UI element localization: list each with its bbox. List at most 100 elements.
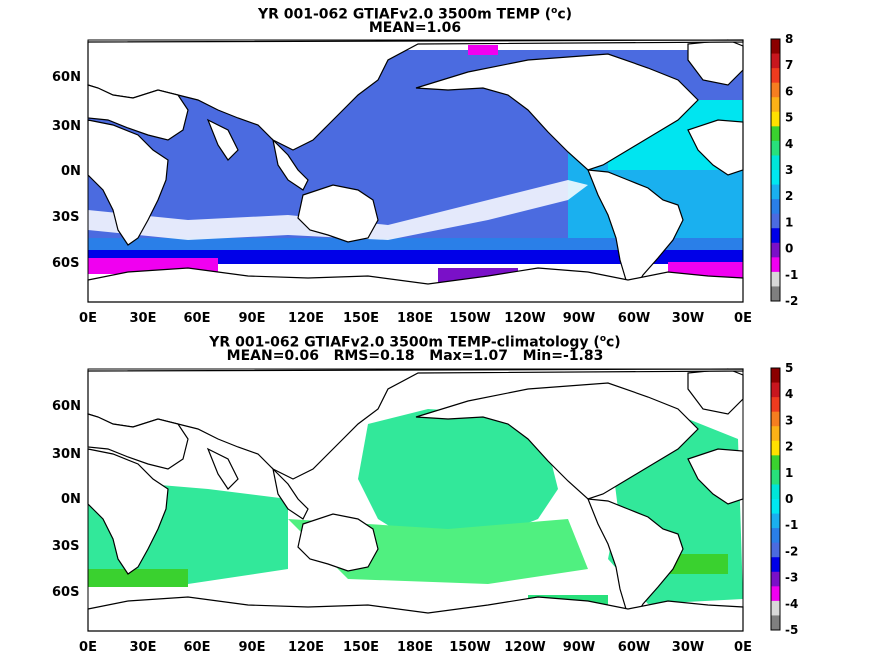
bottom-lon-label: 60W [618,640,650,655]
colorbar-tick-label: -2 [785,544,798,558]
top-arctic-pink [468,45,498,55]
bottom-lon-label: 90W [563,640,595,655]
colorbar-swatch [771,426,780,442]
colorbar-tick-label: 3 [785,413,793,427]
top-colorbar: 8 7 6 5 4 3 2 1 0 -1 -2 [770,32,798,308]
bottom-map [87,368,744,632]
bottom-map-frame [87,368,744,632]
bottom-lon-label: 0E [734,640,752,655]
top-lon-label: 90E [239,311,266,326]
colorbar-swatch [771,382,780,398]
top-lon-label: 0E [734,311,752,326]
top-lon-label: 60W [618,311,650,326]
colorbar-tick-label: 4 [785,387,793,401]
bottom-map-subtitle: MEAN=0.06 RMS=0.18 Max=1.07 Min=-1.83 [226,348,604,364]
bottom-colorbar: 5 4 3 2 1 0 -1 -2 -3 -4 -5 [770,361,798,637]
top-map-title: YR 001-062 GTIAFv2.0 3500m TEMP (oc) [257,6,573,23]
colorbar-swatch [771,39,780,55]
bottom-green-patch-west [88,569,188,587]
bottom-pacific-field [358,409,558,544]
bottom-lon-label: 0E [79,640,97,655]
colorbar-swatch [771,53,780,69]
bottom-lat-label: 0N [61,492,81,507]
bottom-lon-label: 60E [184,640,211,655]
colorbar-tick-label: -2 [785,294,798,308]
colorbar-tick-label: -3 [785,571,798,585]
colorbar-tick-label: -5 [785,623,798,637]
top-lon-label: 30E [130,311,157,326]
colorbar-swatch [771,170,780,186]
colorbar-tick-label: 8 [785,32,793,46]
colorbar-swatch [771,155,780,171]
colorbar-swatch [771,499,780,515]
top-lat-label: 0N [61,164,81,179]
bottom-lat-label: 30S [52,539,79,554]
colorbar-swatch [771,368,780,384]
top-lon-labels: 0E 30E 60E 90E 120E 150E 180E 150W 120W … [79,311,752,326]
colorbar-tick-label: 1 [785,215,793,229]
top-lon-label: 150W [449,311,490,326]
top-lat-label: 60S [52,256,79,271]
colorbar-frame [770,38,781,302]
colorbar-tick-label: 1 [785,466,793,480]
top-lon-label: 60E [184,311,211,326]
colorbar-tick-label: 2 [785,440,793,454]
bottom-lon-label: 90E [239,640,266,655]
colorbar-swatch [771,615,780,631]
colorbar-tick-label: -1 [785,518,798,532]
colorbar-tick-label: -4 [785,597,798,611]
colorbar-swatch [771,484,780,500]
colorbar-swatch [771,82,780,98]
colorbar-swatch [771,469,780,485]
colorbar-swatch [771,286,780,302]
colorbar-frame [770,367,781,631]
colorbar-swatch [771,213,780,229]
bottom-lon-label: 30E [130,640,157,655]
top-lat-label: 30N [52,119,81,134]
colorbar-swatch [771,111,780,127]
bottom-lat-labels: 60N 30N 0N 30S 60S [52,399,81,600]
colorbar-swatch [771,257,780,273]
top-lon-label: 180E [397,311,433,326]
top-lon-label: 90W [563,311,595,326]
colorbar-tick-label: 0 [785,242,793,256]
colorbar-swatch [771,126,780,142]
top-lon-label: 30W [672,311,704,326]
colorbar-tick-label: 6 [785,84,793,98]
bottom-lat-label: 60S [52,585,79,600]
top-lon-label: 120E [288,311,324,326]
colorbar-tick-label: 2 [785,189,793,203]
top-southern-band2 [88,250,743,264]
colorbar-swatch [771,271,780,287]
colorbar-swatch [771,140,780,156]
colorbar-swatch [771,542,780,558]
top-lon-label: 150E [343,311,379,326]
bottom-map-title: YR 001-062 GTIAFv2.0 3500m TEMP-climatol… [209,334,621,351]
colorbar-swatch [771,411,780,427]
colorbar-swatch [771,571,780,587]
colorbar-swatch [771,455,780,471]
top-ridge-gap [88,180,588,240]
bottom-lon-labels: 0E 30E 60E 90E 120E 150E 180E 150W 120W … [79,640,752,655]
colorbar-swatch [771,397,780,413]
bottom-lon-label: 120E [288,640,324,655]
colorbar-tick-label: -1 [785,268,798,282]
colorbar-swatch [771,440,780,456]
bottom-lon-label: 150W [449,640,490,655]
bottom-lon-label: 180E [397,640,433,655]
top-lon-label: 120W [504,311,545,326]
colorbar-swatch [771,184,780,200]
colorbar-tick-label: 5 [785,111,793,125]
colorbar-swatch [771,513,780,529]
bottom-lat-label: 60N [52,399,81,414]
colorbar-swatch [771,228,780,244]
colorbar-tick-label: 3 [785,163,793,177]
top-map [87,39,744,303]
colorbar-swatch [771,600,780,616]
colorbar-swatch [771,199,780,215]
colorbar-swatch [771,586,780,602]
top-lon-label: 0E [79,311,97,326]
colorbar-tick-label: 7 [785,58,793,72]
colorbar-swatch [771,557,780,573]
